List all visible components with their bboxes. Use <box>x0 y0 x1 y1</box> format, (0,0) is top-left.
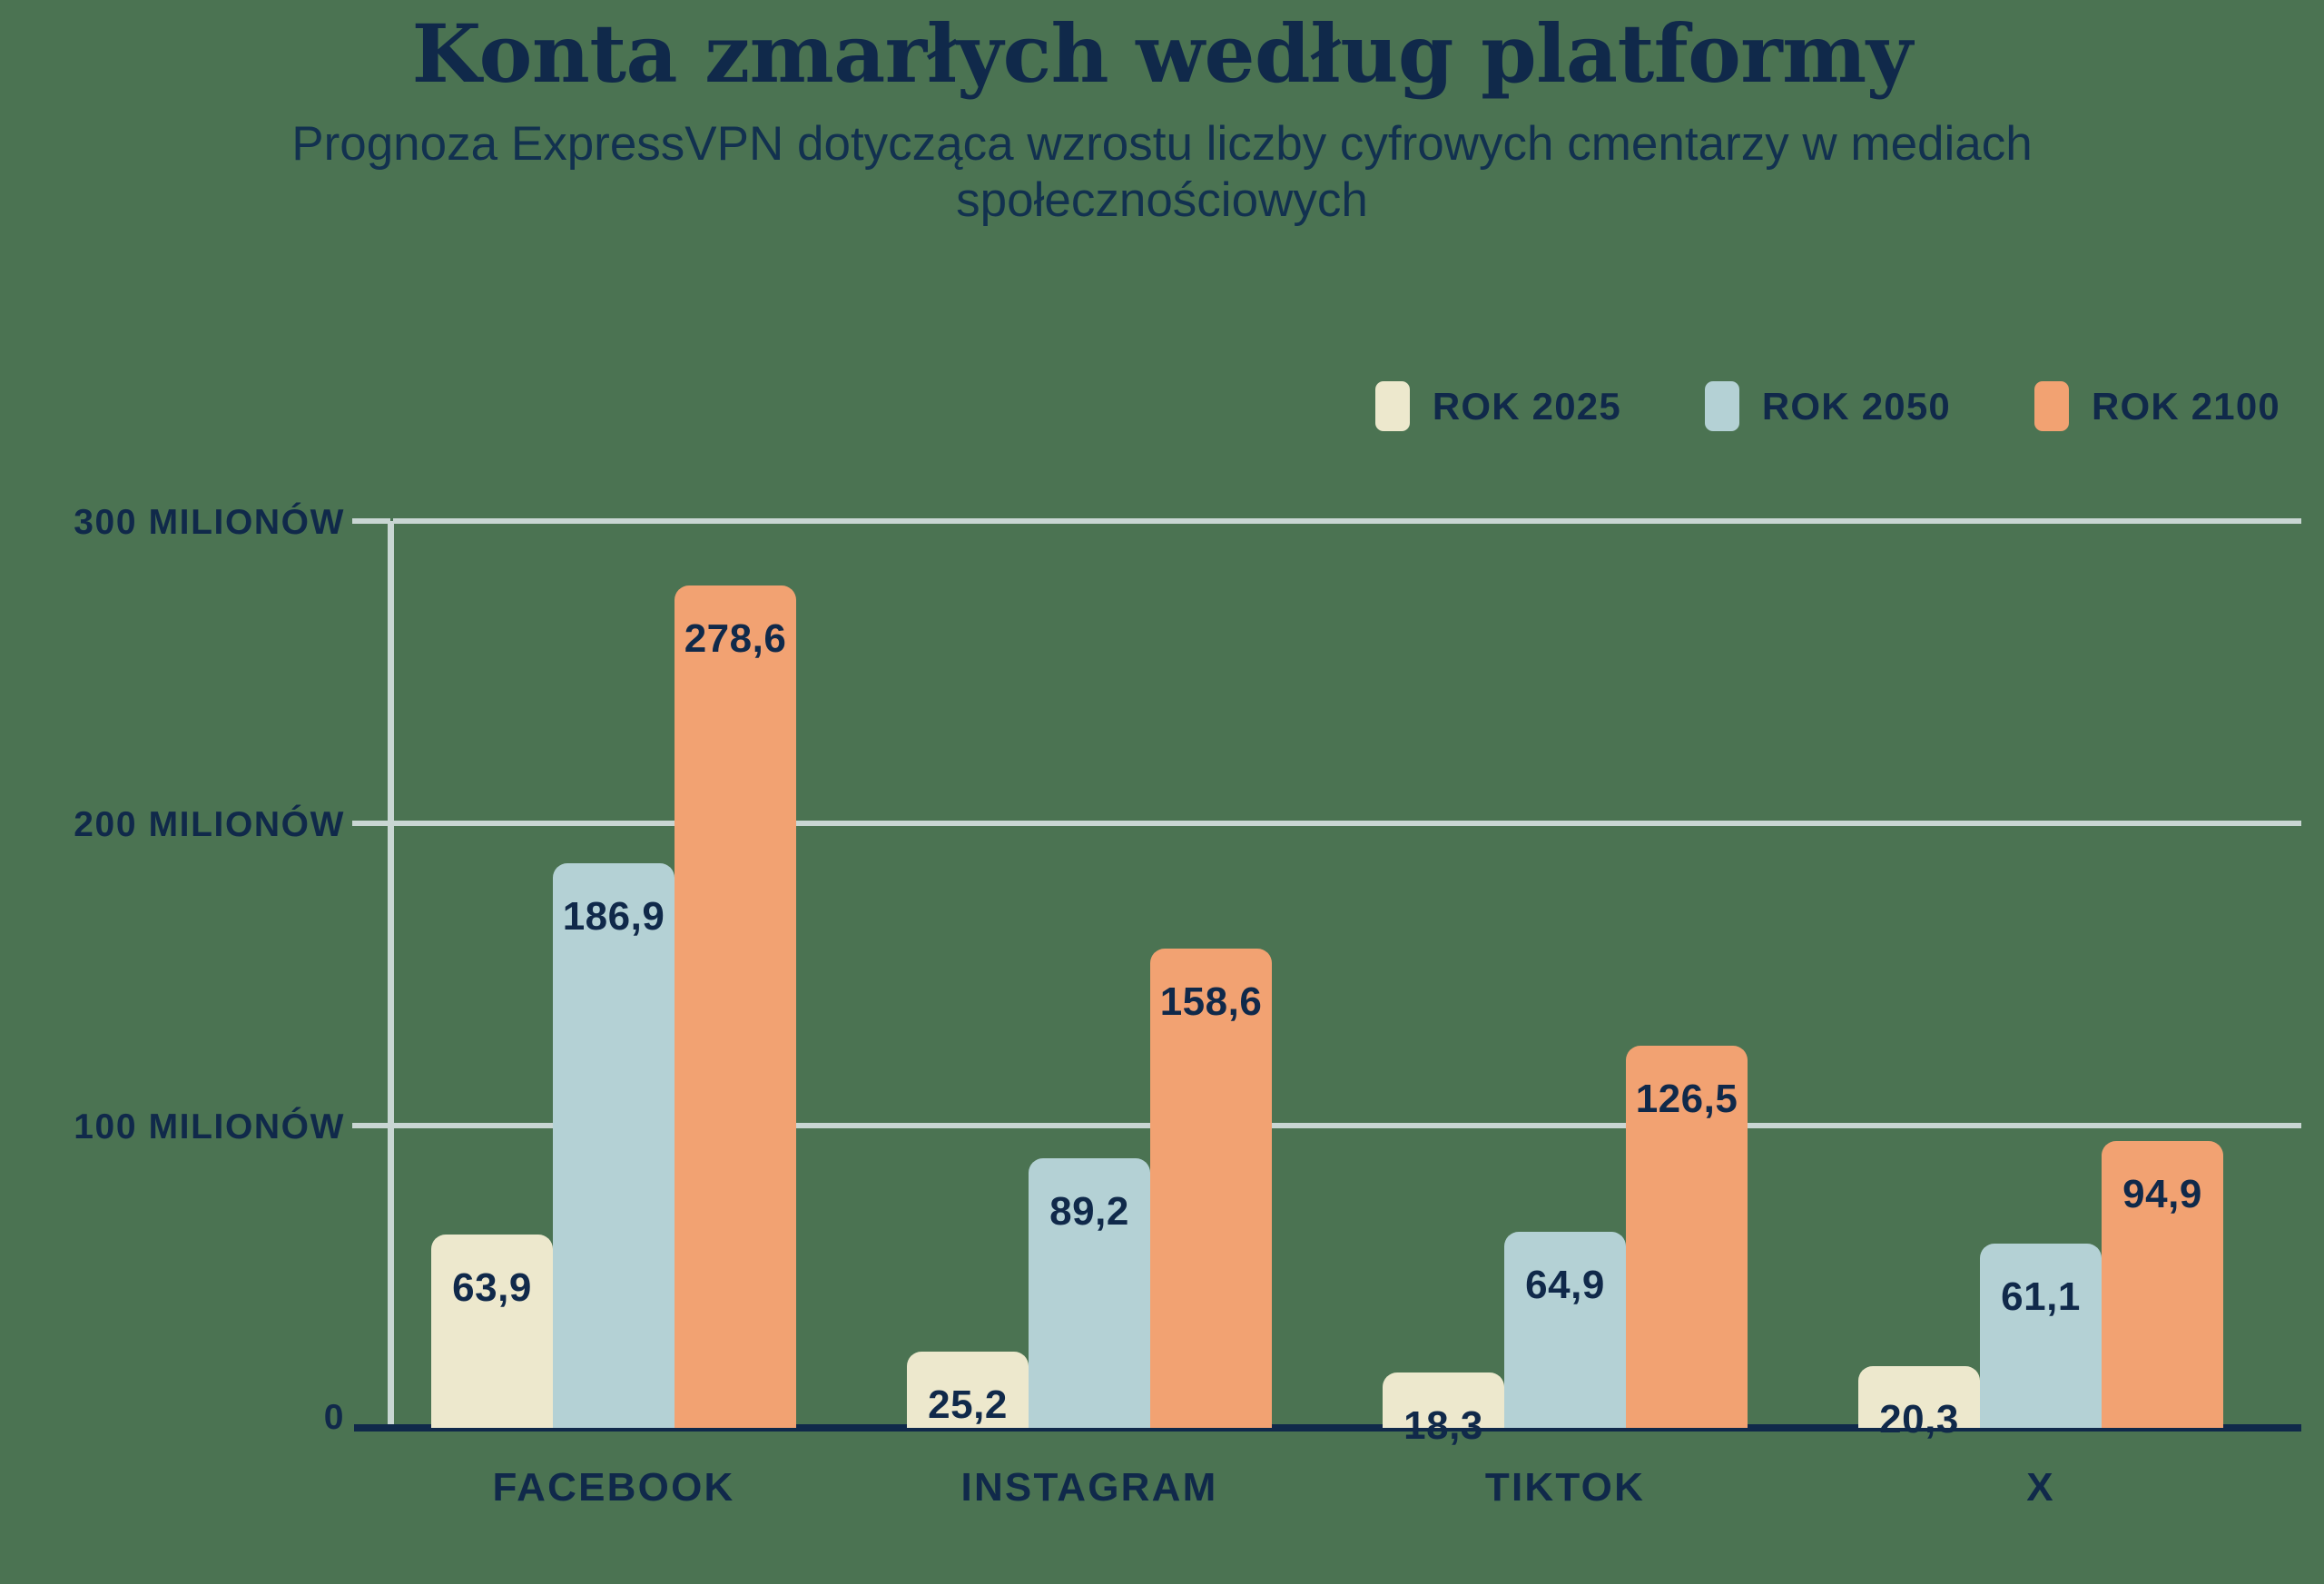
legend-item-rok-2100[interactable]: ROK 2100 <box>2034 381 2280 431</box>
bar-groups: 63,9 186,9 278,6 FACEBOOK 25,2 89,2 158,… <box>399 521 2301 1510</box>
bar-x-rok-2025[interactable]: 20,3 <box>1858 1366 1980 1441</box>
y-axis-label-200: 200 MILIONÓW <box>74 805 345 844</box>
bar-value-label: 25,2 <box>928 1382 1008 1428</box>
legend-swatch-icon <box>1374 381 1410 431</box>
gridline-200 <box>352 821 2301 826</box>
bar-value-label: 18,3 <box>1403 1403 1483 1449</box>
bar-instagram-rok-2100[interactable]: 158,6 <box>1150 948 1272 1428</box>
x-axis-line <box>354 1424 2301 1432</box>
bar-facebook-rok-2100[interactable]: 278,6 <box>675 585 796 1428</box>
y-axis-label-100: 100 MILIONÓW <box>74 1107 345 1146</box>
legend-swatch-icon <box>2034 381 2069 431</box>
axis-tick <box>352 821 390 826</box>
x-axis-label-x: X <box>2026 1465 2055 1510</box>
legend-swatch-icon <box>1704 381 1739 431</box>
axis-tick <box>352 1123 390 1128</box>
bar-x-rok-2050[interactable]: 61,1 <box>1980 1243 2102 1428</box>
bar-instagram-rok-2050[interactable]: 89,2 <box>1029 1158 1150 1428</box>
bar-value-label: 94,9 <box>2122 1172 2202 1216</box>
bar-value-label: 278,6 <box>684 616 787 662</box>
chart-subtitle: Prognoza ExpressVPN dotycząca wzrostu li… <box>291 116 2033 228</box>
bar-group-facebook: 63,9 186,9 278,6 FACEBOOK <box>431 521 796 1510</box>
bar-tiktok-rok-2025[interactable]: 18,3 <box>1383 1372 1504 1448</box>
bar-group-tiktok: 18,3 64,9 126,5 TIKTOK <box>1383 521 1748 1510</box>
bar-group-instagram: 25,2 89,2 158,6 INSTAGRAM <box>907 521 1272 1510</box>
bar-tiktok-rok-2100[interactable]: 126,5 <box>1626 1045 1748 1428</box>
legend-item-label: ROK 2025 <box>1432 384 1621 428</box>
bar-facebook-rok-2025[interactable]: 63,9 <box>431 1235 553 1428</box>
gridline-300 <box>352 518 2301 524</box>
page-title: Konta zmarłych według platformy <box>411 6 1913 101</box>
bar-instagram-rok-2025[interactable]: 25,2 <box>907 1352 1029 1428</box>
bar-x-rok-2100[interactable]: 94,9 <box>2102 1141 2223 1428</box>
bar-tiktok-rok-2050[interactable]: 64,9 <box>1504 1231 1626 1428</box>
chart-header: Konta zmarłych według platformy Prognoza… <box>0 0 2324 230</box>
bar-value-label: 61,1 <box>2001 1274 2081 1319</box>
legend-item-rok-2025[interactable]: ROK 2025 <box>1374 381 1621 431</box>
legend-item-label: ROK 2100 <box>2091 384 2280 428</box>
gridline-100 <box>352 1123 2301 1128</box>
bar-facebook-rok-2050[interactable]: 186,9 <box>553 862 675 1428</box>
axis-tick <box>352 518 390 524</box>
y-axis-line <box>388 521 394 1428</box>
bar-value-label: 126,5 <box>1635 1076 1738 1121</box>
bar-value-label: 89,2 <box>1049 1189 1129 1234</box>
x-axis-label-facebook: FACEBOOK <box>492 1465 735 1510</box>
bar-value-label: 158,6 <box>1159 979 1263 1024</box>
legend-item-rok-2050[interactable]: ROK 2050 <box>1704 381 1951 431</box>
bar-value-label: 63,9 <box>452 1265 532 1311</box>
y-axis-label-0: 0 <box>323 1398 345 1437</box>
chart-legend: ROK 2025 ROK 2050 ROK 2100 <box>0 381 2324 431</box>
x-axis-label-tiktok: TIKTOK <box>1484 1465 1646 1510</box>
bar-value-label: 186,9 <box>562 893 665 939</box>
bar-value-label: 64,9 <box>1525 1262 1605 1307</box>
bar-group-x: 20,3 61,1 94,9 X <box>1858 521 2223 1510</box>
x-axis-label-instagram: INSTAGRAM <box>960 1465 1218 1510</box>
y-axis-label-300: 300 MILIONÓW <box>74 503 345 542</box>
legend-item-label: ROK 2050 <box>1761 384 1951 428</box>
bar-value-label: 20,3 <box>1879 1397 1959 1442</box>
